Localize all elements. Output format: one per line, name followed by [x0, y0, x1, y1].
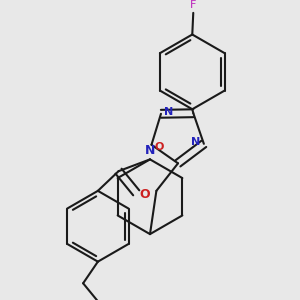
Text: N: N	[164, 107, 173, 117]
Text: O: O	[140, 188, 150, 201]
Text: N: N	[145, 144, 155, 157]
Text: O: O	[155, 142, 164, 152]
Text: N: N	[191, 137, 201, 147]
Text: F: F	[190, 0, 196, 10]
